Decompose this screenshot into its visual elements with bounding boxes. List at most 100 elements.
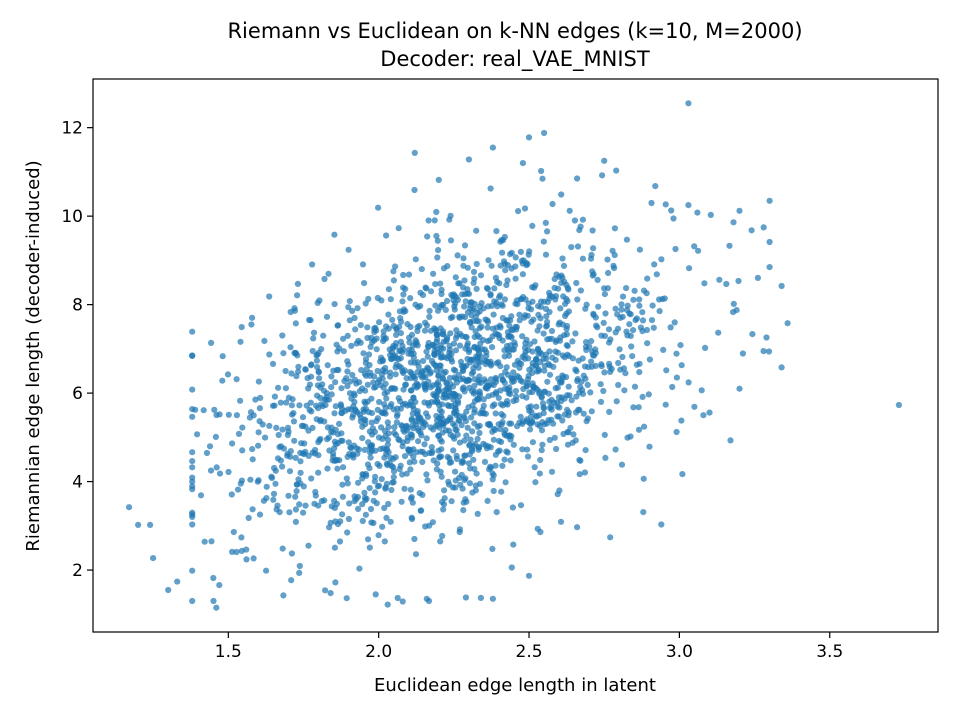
data-point xyxy=(471,409,478,416)
data-point xyxy=(646,356,654,363)
data-point xyxy=(723,280,730,288)
data-point xyxy=(701,280,708,287)
data-point xyxy=(650,324,657,331)
data-point xyxy=(551,434,558,441)
data-point xyxy=(135,521,142,529)
data-point xyxy=(229,440,236,447)
data-point xyxy=(600,319,607,326)
data-point xyxy=(319,403,326,410)
data-point xyxy=(574,296,581,303)
data-point xyxy=(306,316,313,324)
data-point xyxy=(671,319,678,326)
data-point xyxy=(607,534,614,541)
data-point xyxy=(525,404,532,411)
data-point xyxy=(419,458,426,466)
data-point xyxy=(378,297,385,304)
data-point xyxy=(397,398,404,405)
data-point xyxy=(440,265,448,272)
data-point xyxy=(378,476,385,483)
data-point xyxy=(279,332,286,339)
data-point xyxy=(211,406,218,413)
data-point xyxy=(474,423,481,430)
data-point xyxy=(565,308,573,315)
data-point xyxy=(548,406,555,413)
data-point xyxy=(519,160,527,167)
data-point xyxy=(499,249,506,256)
data-point xyxy=(509,375,516,382)
data-point xyxy=(453,455,461,463)
data-point xyxy=(606,408,613,415)
data-point xyxy=(328,384,335,391)
data-point xyxy=(568,244,575,251)
data-point xyxy=(275,384,282,391)
data-point xyxy=(360,350,367,357)
data-point xyxy=(432,302,439,309)
data-point xyxy=(537,359,544,366)
data-point xyxy=(605,326,613,333)
data-point xyxy=(646,443,653,450)
data-point xyxy=(695,247,702,254)
data-point xyxy=(412,256,419,263)
data-point xyxy=(620,365,628,372)
data-point xyxy=(418,507,425,514)
data-point xyxy=(397,355,404,362)
data-point xyxy=(530,383,537,390)
data-point xyxy=(393,432,400,439)
data-point xyxy=(412,551,420,558)
data-point xyxy=(448,498,455,505)
data-point xyxy=(308,361,315,368)
data-point xyxy=(569,355,577,362)
data-point xyxy=(736,385,743,392)
data-point xyxy=(338,385,345,392)
data-point xyxy=(239,447,246,454)
data-point xyxy=(315,469,322,476)
data-point xyxy=(235,430,243,437)
data-point xyxy=(558,191,565,198)
data-point xyxy=(285,492,292,499)
data-point xyxy=(456,474,463,481)
data-point xyxy=(472,328,479,335)
data-point xyxy=(352,326,359,333)
data-point xyxy=(238,324,245,331)
data-point xyxy=(456,314,463,321)
data-point xyxy=(368,448,375,455)
data-point xyxy=(439,532,446,540)
data-point xyxy=(263,495,270,502)
data-point xyxy=(398,422,405,429)
data-point xyxy=(459,333,466,340)
data-point xyxy=(424,364,431,371)
data-point xyxy=(386,346,393,353)
data-point xyxy=(464,264,471,271)
data-point xyxy=(499,462,506,469)
data-point xyxy=(461,277,468,284)
data-point xyxy=(418,432,425,439)
data-point xyxy=(472,362,479,369)
data-point xyxy=(517,296,525,303)
data-point xyxy=(528,306,535,313)
data-point xyxy=(399,471,406,478)
data-point xyxy=(361,416,368,423)
data-point xyxy=(636,246,644,253)
data-point xyxy=(473,285,480,292)
data-point xyxy=(438,473,445,480)
data-point xyxy=(366,485,373,492)
data-point xyxy=(584,381,591,388)
data-point xyxy=(501,296,508,303)
data-point xyxy=(371,325,378,332)
data-point xyxy=(562,300,569,307)
data-point xyxy=(433,232,440,240)
data-point xyxy=(730,219,737,226)
data-point xyxy=(323,396,330,403)
data-point xyxy=(493,228,500,235)
data-point xyxy=(557,334,564,341)
data-point xyxy=(601,291,609,298)
data-point xyxy=(468,446,476,453)
data-point xyxy=(362,300,369,307)
data-point xyxy=(644,340,651,347)
data-point xyxy=(601,431,608,438)
data-point xyxy=(385,325,392,332)
data-point xyxy=(393,331,400,338)
data-point xyxy=(522,296,529,303)
data-point xyxy=(230,528,237,536)
x-tick-label: 3.0 xyxy=(666,642,693,662)
